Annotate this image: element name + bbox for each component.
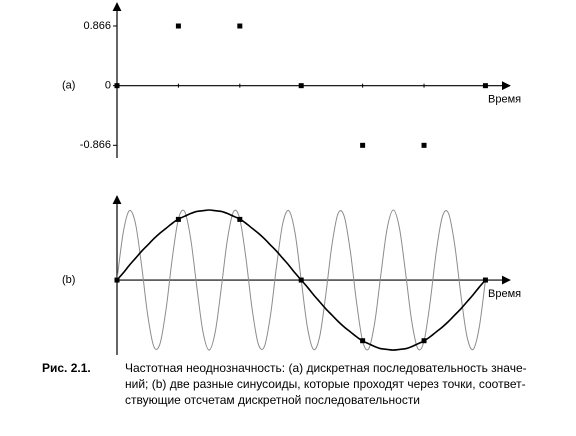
- x-axis-label: Время: [488, 288, 521, 300]
- sample-point: [114, 83, 120, 89]
- y-tick-label: 0: [105, 80, 111, 92]
- sample-point: [360, 338, 366, 344]
- sample-point: [421, 338, 427, 344]
- panel-label: (a): [62, 80, 75, 92]
- sample-point: [360, 142, 366, 148]
- sample-point: [237, 23, 243, 29]
- sample-point: [237, 216, 243, 222]
- sample-point: [421, 142, 427, 148]
- caption-line: ствующие отсчетам дискретной последовате…: [125, 393, 420, 407]
- x-axis-label: Время: [488, 94, 521, 106]
- sample-point: [175, 216, 181, 222]
- sample-point: [482, 83, 488, 89]
- sample-point: [175, 23, 181, 29]
- caption-number: Рис. 2.1.: [42, 361, 91, 375]
- y-tick-label: -0.866: [80, 139, 111, 151]
- caption-line: ний; (b) две разные синусоиды, которые п…: [125, 377, 526, 391]
- sample-point: [298, 277, 304, 283]
- caption-line: Частотная неоднозначность: (a) дискретна…: [125, 361, 527, 375]
- sample-point: [482, 277, 488, 283]
- y-tick-label: 0.866: [83, 20, 111, 32]
- sample-point: [114, 277, 120, 283]
- sample-point: [298, 83, 304, 89]
- panel-label: (b): [62, 274, 75, 286]
